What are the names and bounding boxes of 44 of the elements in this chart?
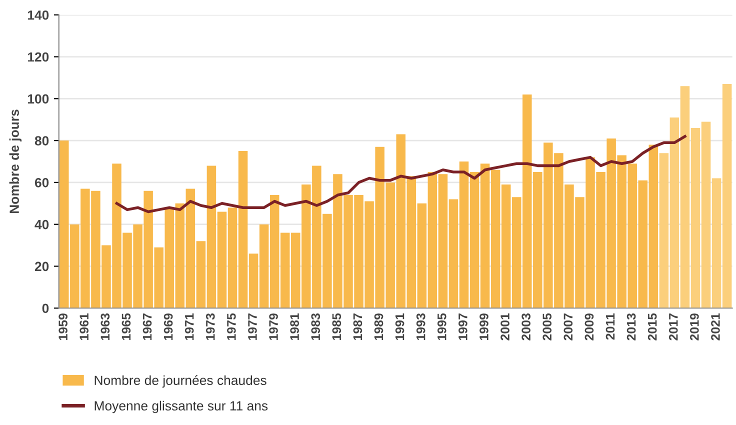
- x-tick-label: 1995: [437, 313, 446, 340]
- y-axis-title: Nombre de jours: [9, 110, 22, 214]
- x-tick-label: 1973: [206, 313, 215, 340]
- x-tick-label: 1961: [80, 313, 89, 340]
- x-tick-label: 2015: [648, 313, 657, 340]
- x-tick-label: 1985: [332, 313, 342, 340]
- x-tick-label: 1997: [458, 314, 468, 340]
- x-tick-label: 1963: [100, 313, 110, 340]
- x-tick-label: 2001: [500, 313, 510, 340]
- x-tick-label: 2011: [606, 313, 615, 340]
- x-tick-label: 2003: [522, 313, 531, 340]
- x-tick-label: 1983: [311, 313, 320, 340]
- legend-label: Nombre de journées chaudes: [94, 375, 266, 388]
- x-tick-label: 1979: [269, 313, 278, 340]
- x-tick-label: 2019: [690, 313, 699, 340]
- x-tick-label: 1993: [416, 313, 426, 340]
- x-tick-label: 1959: [58, 313, 68, 340]
- x-tick-label: 2007: [564, 314, 573, 340]
- x-tick-label: 1965: [122, 313, 131, 340]
- y-tick-label: 120: [28, 52, 49, 62]
- x-tick-label: 1981: [290, 313, 299, 340]
- y-tick-label: 140: [28, 10, 49, 20]
- x-tick-label: 2017: [668, 314, 678, 340]
- y-tick-label: 20: [34, 262, 49, 272]
- line-series: [115, 134, 686, 214]
- y-tick-label: 40: [34, 220, 49, 230]
- x-tick-label: 1975: [227, 313, 236, 340]
- x-tick-label: 1969: [164, 313, 173, 340]
- x-tick-label: 1991: [395, 313, 404, 340]
- x-tick-label: 2013: [626, 313, 636, 340]
- y-tick-label: 0: [42, 304, 49, 314]
- legend-label: Moyenne glissante sur 11 ans: [94, 400, 268, 414]
- x-tick-label: 1987: [353, 314, 362, 340]
- x-tick-label: 2021: [711, 313, 720, 340]
- y-tick-label: 60: [34, 178, 49, 188]
- x-tick-label: 1989: [374, 313, 384, 340]
- x-tick-label: 2005: [542, 313, 552, 340]
- x-tick-label: 1977: [248, 314, 257, 340]
- x-tick-label: 2009: [584, 313, 594, 340]
- y-tick-label: 100: [28, 94, 49, 104]
- x-tick-label: 1967: [142, 314, 152, 340]
- x-tick-label: 1971: [184, 313, 194, 340]
- x-tick-label: 1999: [480, 313, 488, 340]
- y-tick-label: 80: [34, 136, 49, 146]
